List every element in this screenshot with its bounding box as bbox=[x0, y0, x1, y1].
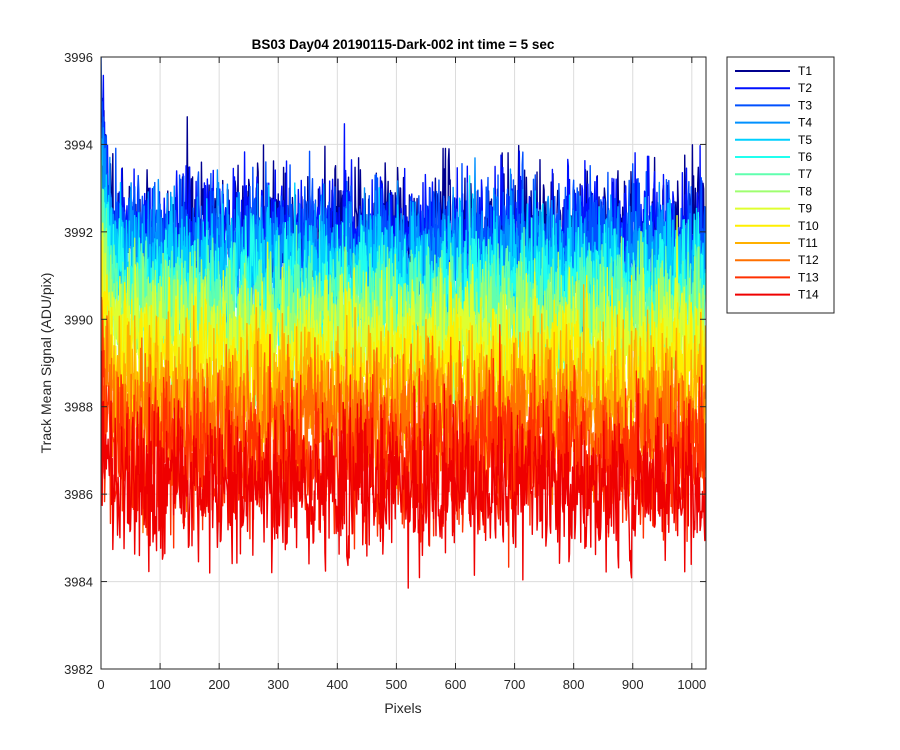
x-axis-label: Pixels bbox=[384, 700, 421, 716]
legend-label: T6 bbox=[798, 150, 812, 164]
legend-label: T1 bbox=[798, 64, 812, 78]
x-tick-label: 200 bbox=[208, 677, 230, 692]
legend-item-t5[interactable]: T5 bbox=[735, 133, 812, 147]
y-axis-label: Track Mean Signal (ADU/pix) bbox=[38, 273, 54, 454]
legend-label: T11 bbox=[798, 236, 818, 250]
legend-item-t1[interactable]: T1 bbox=[735, 64, 812, 78]
legend[interactable]: T1 T2 T3 T4 T5 T6 T7 T8 T9 T10 T11 T12 T13 T14 bbox=[726, 56, 835, 314]
series-line-t14 bbox=[101, 350, 706, 589]
series-line-t1 bbox=[101, 97, 706, 336]
y-tick-label: 3992 bbox=[64, 225, 93, 240]
legend-label: T10 bbox=[798, 219, 819, 233]
legend-label: T12 bbox=[798, 253, 819, 267]
x-tick-label: 800 bbox=[563, 677, 585, 692]
axes-box bbox=[100, 56, 707, 670]
legend-item-t13[interactable]: T13 bbox=[735, 270, 819, 284]
y-tick-labels: 3982 3984 3986 3988 3990 3992 3994 3996 bbox=[64, 50, 93, 677]
legend-item-t7[interactable]: T7 bbox=[735, 167, 812, 181]
y-tick-label: 3994 bbox=[64, 137, 93, 152]
x-tick-label: 600 bbox=[445, 677, 467, 692]
y-tick-label: 3984 bbox=[64, 575, 93, 590]
legend-item-t9[interactable]: T9 bbox=[735, 202, 812, 216]
legend-item-t3[interactable]: T3 bbox=[735, 98, 812, 112]
y-tick-label: 3986 bbox=[64, 487, 93, 502]
legend-label: T9 bbox=[798, 202, 812, 216]
y-tick-label: 3990 bbox=[64, 312, 93, 327]
x-tick-label: 300 bbox=[267, 677, 289, 692]
legend-item-t10[interactable]: T10 bbox=[735, 219, 819, 233]
x-tick-label: 1000 bbox=[677, 677, 706, 692]
x-tick-labels: 0 100 200 300 400 500 600 700 800 900 1000 bbox=[97, 677, 706, 692]
series-layer bbox=[101, 57, 706, 589]
legend-item-t12[interactable]: T12 bbox=[735, 253, 819, 267]
legend-label: T7 bbox=[798, 167, 812, 181]
x-tick-label: 400 bbox=[326, 677, 348, 692]
legend-item-t8[interactable]: T8 bbox=[735, 184, 812, 198]
legend-label: T13 bbox=[798, 270, 819, 284]
legend-items: T1 T2 T3 T4 T5 T6 T7 T8 T9 T10 T11 T12 T13 T14 bbox=[735, 64, 819, 302]
x-tick-label: 0 bbox=[97, 677, 104, 692]
ticks bbox=[100, 56, 706, 670]
legend-label: T4 bbox=[798, 116, 812, 130]
x-tick-label: 500 bbox=[386, 677, 408, 692]
legend-label: T14 bbox=[798, 288, 819, 302]
legend-item-t2[interactable]: T2 bbox=[735, 81, 812, 95]
x-tick-label: 100 bbox=[149, 677, 171, 692]
x-tick-label: 900 bbox=[622, 677, 644, 692]
legend-item-t11[interactable]: T11 bbox=[735, 236, 818, 250]
y-tick-label: 3996 bbox=[64, 50, 93, 65]
legend-item-t6[interactable]: T6 bbox=[735, 150, 812, 164]
legend-box bbox=[726, 56, 835, 314]
legend-label: T8 bbox=[798, 184, 812, 198]
legend-label: T3 bbox=[798, 98, 812, 112]
legend-item-t14[interactable]: T14 bbox=[735, 288, 819, 302]
y-tick-label: 3982 bbox=[64, 662, 93, 677]
x-tick-label: 700 bbox=[504, 677, 526, 692]
legend-label: T2 bbox=[798, 81, 812, 95]
chart-title: BS03 Day04 20190115-Dark-002 int time = … bbox=[252, 37, 555, 52]
y-tick-label: 3988 bbox=[64, 400, 93, 415]
legend-label: T5 bbox=[798, 133, 812, 147]
legend-item-t4[interactable]: T4 bbox=[735, 116, 812, 130]
